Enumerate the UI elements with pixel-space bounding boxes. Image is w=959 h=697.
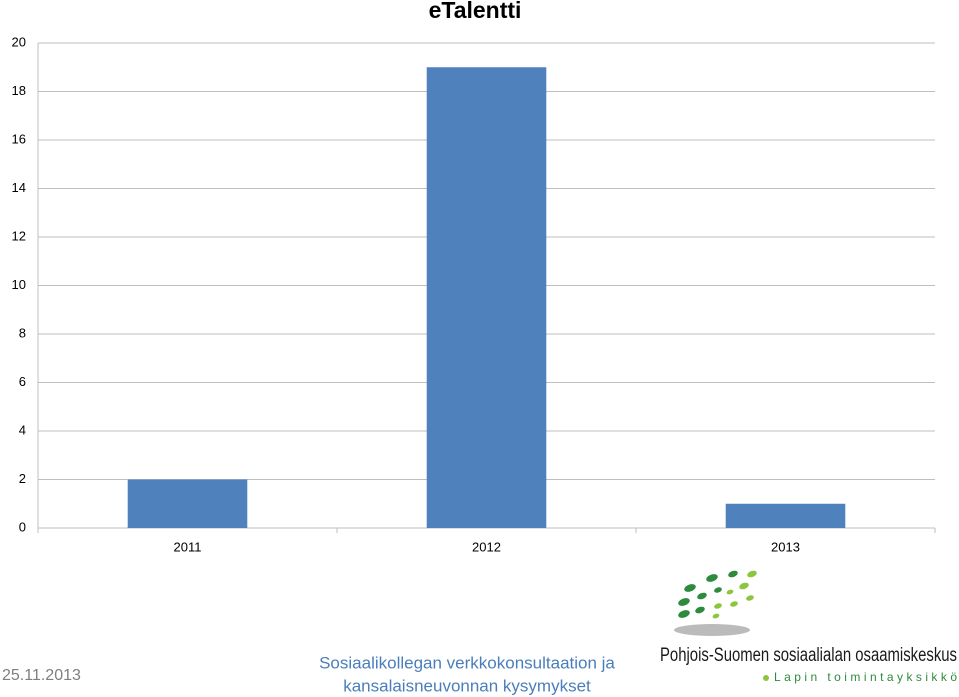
y-tick-label: 10 <box>12 277 26 292</box>
logo <box>674 570 769 681</box>
y-tick-label: 16 <box>12 131 26 146</box>
y-tick-label: 4 <box>19 422 26 437</box>
bar <box>426 67 547 528</box>
footer-date: 25.11.2013 <box>2 667 81 684</box>
y-tick-label: 0 <box>19 519 26 534</box>
x-tick-label: 2011 <box>174 539 202 554</box>
y-tick-label: 18 <box>12 83 26 98</box>
y-tick-label: 6 <box>19 374 26 389</box>
y-tick-label: 20 <box>12 34 26 49</box>
bar <box>725 503 846 528</box>
x-tick-label: 2013 <box>771 539 800 554</box>
bar <box>127 479 248 528</box>
footer-subtitle: kansalaisneuvonnan kysymykset <box>343 676 591 695</box>
footer-subtitle: Sosiaalikollegan verkkokonsultaation ja <box>319 653 615 672</box>
y-tick-label: 12 <box>12 228 26 243</box>
logo-subtitle: Lapin toimintayksikkö <box>774 670 957 684</box>
chart-title: eTalentti <box>429 0 522 23</box>
y-tick-label: 14 <box>12 180 26 195</box>
y-tick-label: 8 <box>19 325 26 340</box>
logo-title: Pohjois-Suomen sosiaalialan osaamiskesku… <box>660 645 957 666</box>
x-tick-label: 2012 <box>472 539 501 554</box>
y-tick-label: 2 <box>19 471 26 486</box>
